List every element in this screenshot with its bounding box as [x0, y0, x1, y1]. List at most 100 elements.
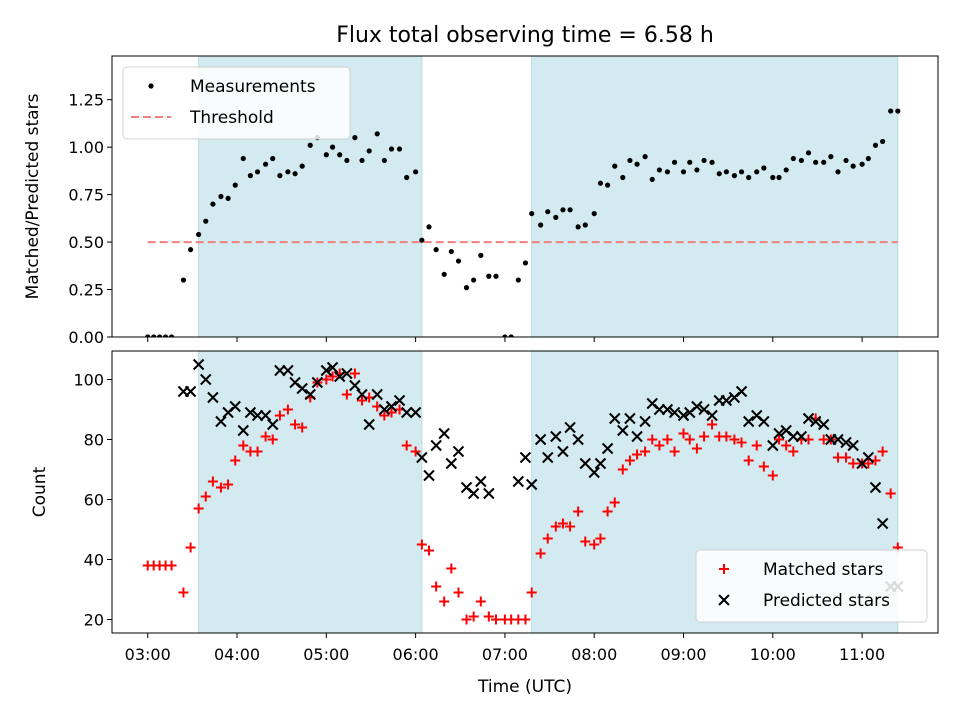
legend: Matched stars Predicted stars	[695, 549, 928, 623]
matched-stars-point	[439, 596, 450, 607]
predicted-stars-point	[617, 424, 629, 437]
predicted-stars-point	[320, 364, 333, 377]
measurements-point	[656, 167, 662, 173]
matched-stars-point	[624, 455, 635, 466]
matched-stars-point	[238, 440, 249, 451]
matched-stars-point	[758, 461, 769, 472]
legend-marker	[718, 594, 730, 606]
measurements-point	[776, 174, 782, 181]
matched-stars-point	[662, 434, 673, 445]
measurements-point	[247, 173, 254, 179]
y-axis-label: Matched/Predicted stars	[23, 93, 43, 299]
predicted-stars-point	[609, 412, 621, 425]
matched-stars-point	[290, 419, 301, 430]
measurements-point	[515, 277, 521, 283]
predicted-stars-point	[542, 451, 554, 464]
predicted-stars-point	[304, 388, 316, 401]
measurements-point	[538, 222, 544, 228]
measurements-point	[493, 273, 499, 279]
predicted-stars-point	[525, 478, 538, 491]
matched-stars-point	[207, 476, 218, 487]
predicted-stars-point	[572, 433, 584, 446]
measurements-point	[770, 174, 776, 181]
panel-frame	[111, 350, 939, 634]
measurements-point	[761, 165, 767, 171]
predicted-stars-point	[668, 406, 681, 419]
predicted-stars-point	[311, 376, 324, 389]
measurements-point	[813, 159, 819, 165]
measurements-point	[426, 224, 432, 230]
predicted-stars-point	[363, 418, 375, 431]
measurements-point	[240, 155, 246, 162]
matched-stars-point	[595, 533, 606, 544]
measurements-point	[433, 247, 439, 253]
measurements-point	[723, 169, 729, 175]
measurements-point	[156, 334, 163, 337]
matched-stars-point	[707, 419, 718, 430]
measurements-point	[798, 157, 804, 164]
matched-stars-point	[446, 563, 457, 574]
measurements-point	[664, 169, 671, 175]
measurements-point	[168, 334, 175, 337]
measurements-point	[522, 260, 529, 266]
predicted-stars-point	[601, 442, 614, 455]
x-axis-label: Time (UTC)	[477, 677, 572, 697]
y-tick-label: 60	[84, 491, 104, 510]
matched-stars-point	[699, 431, 710, 442]
measurements-point	[471, 277, 477, 283]
predicted-stars-point	[519, 451, 532, 464]
matched-stars-point	[379, 410, 390, 421]
predicted-stars-point	[259, 409, 272, 422]
matched-stars-point	[640, 446, 651, 457]
predicted-stars-point	[215, 415, 227, 428]
matched-stars-point	[736, 437, 747, 448]
predicted-stars-point	[869, 481, 882, 494]
predicted-stars-point	[467, 487, 480, 500]
measurements-point	[396, 146, 403, 152]
y-tick-label: 100	[73, 371, 104, 390]
matched-stars-point	[223, 479, 234, 490]
predicted-stars-point	[445, 457, 458, 470]
matched-stars-point	[550, 521, 561, 532]
predicted-stars-point	[356, 388, 368, 401]
predicted-stars-point	[802, 412, 815, 425]
predicted-stars-point	[720, 394, 733, 407]
matched-stars-point	[193, 503, 204, 514]
predicted-stars-point	[639, 415, 651, 428]
matched-stars-point	[453, 587, 464, 598]
predicted-stars-point	[876, 517, 889, 530]
matched-stars-point	[580, 536, 591, 547]
measurements-point	[680, 169, 687, 175]
measurements-point	[553, 214, 559, 220]
predicted-stars-point	[773, 427, 785, 440]
measurements-point	[388, 146, 395, 152]
measurements-point	[716, 171, 722, 177]
legend-box	[122, 66, 351, 140]
predicted-stars-point	[475, 475, 487, 488]
measurements-point	[605, 182, 611, 188]
matched-stars-point	[230, 455, 241, 466]
measurements-point	[502, 334, 508, 337]
legend-label: Measurements	[190, 77, 316, 97]
predicted-stars-point	[534, 433, 547, 446]
measurements-point	[478, 252, 484, 258]
measurements-point	[859, 161, 865, 167]
matched-stars-point	[589, 539, 600, 550]
predicted-stars-point	[661, 403, 674, 416]
measurements-point	[754, 169, 760, 175]
measurements-point	[285, 169, 291, 175]
matched-stars-point	[461, 614, 472, 625]
predicted-stars-point	[416, 451, 428, 464]
measurements-point	[865, 155, 871, 162]
panel-ratio: 0.00 0.25 0.50 0.75 1.00 1.25 Matched/Predicte…	[23, 55, 939, 347]
matched-stars-point	[178, 587, 189, 598]
matched-stars-point	[321, 374, 332, 385]
x-tick-label: 10:00	[750, 645, 796, 664]
measurements-point	[597, 180, 604, 186]
predicted-stars-point	[735, 385, 748, 398]
measurements-point	[783, 167, 789, 173]
measurements-point	[709, 159, 715, 165]
measurements-point	[671, 159, 678, 165]
measurements-point	[821, 159, 827, 165]
